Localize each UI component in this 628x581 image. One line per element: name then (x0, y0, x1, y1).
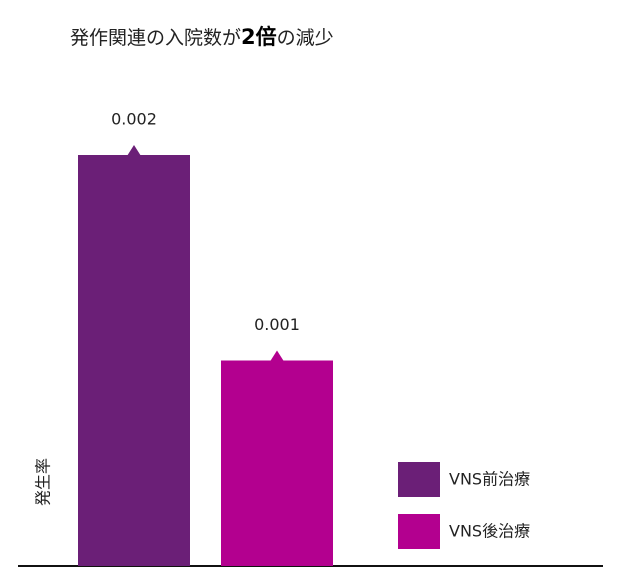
data-label: 0.002 (111, 110, 157, 129)
y-axis-label: 発生率 (34, 458, 53, 506)
bar (221, 360, 333, 566)
legend-swatch (398, 462, 440, 497)
bar-pointer (270, 350, 284, 362)
data-label: 0.001 (254, 315, 300, 334)
title-part: の減少 (277, 27, 334, 49)
bar (78, 155, 190, 566)
bar-pointer (127, 145, 141, 156)
legend-label: VNS前治療 (449, 470, 530, 489)
title-emphasis: 2倍 (241, 25, 277, 49)
chart-title: 発作関連の入院数が2倍の減少 (70, 25, 334, 49)
legend-swatch (398, 514, 440, 549)
legend-label: VNS後治療 (449, 522, 530, 541)
title-part: 発作関連の入院数が (70, 27, 241, 49)
